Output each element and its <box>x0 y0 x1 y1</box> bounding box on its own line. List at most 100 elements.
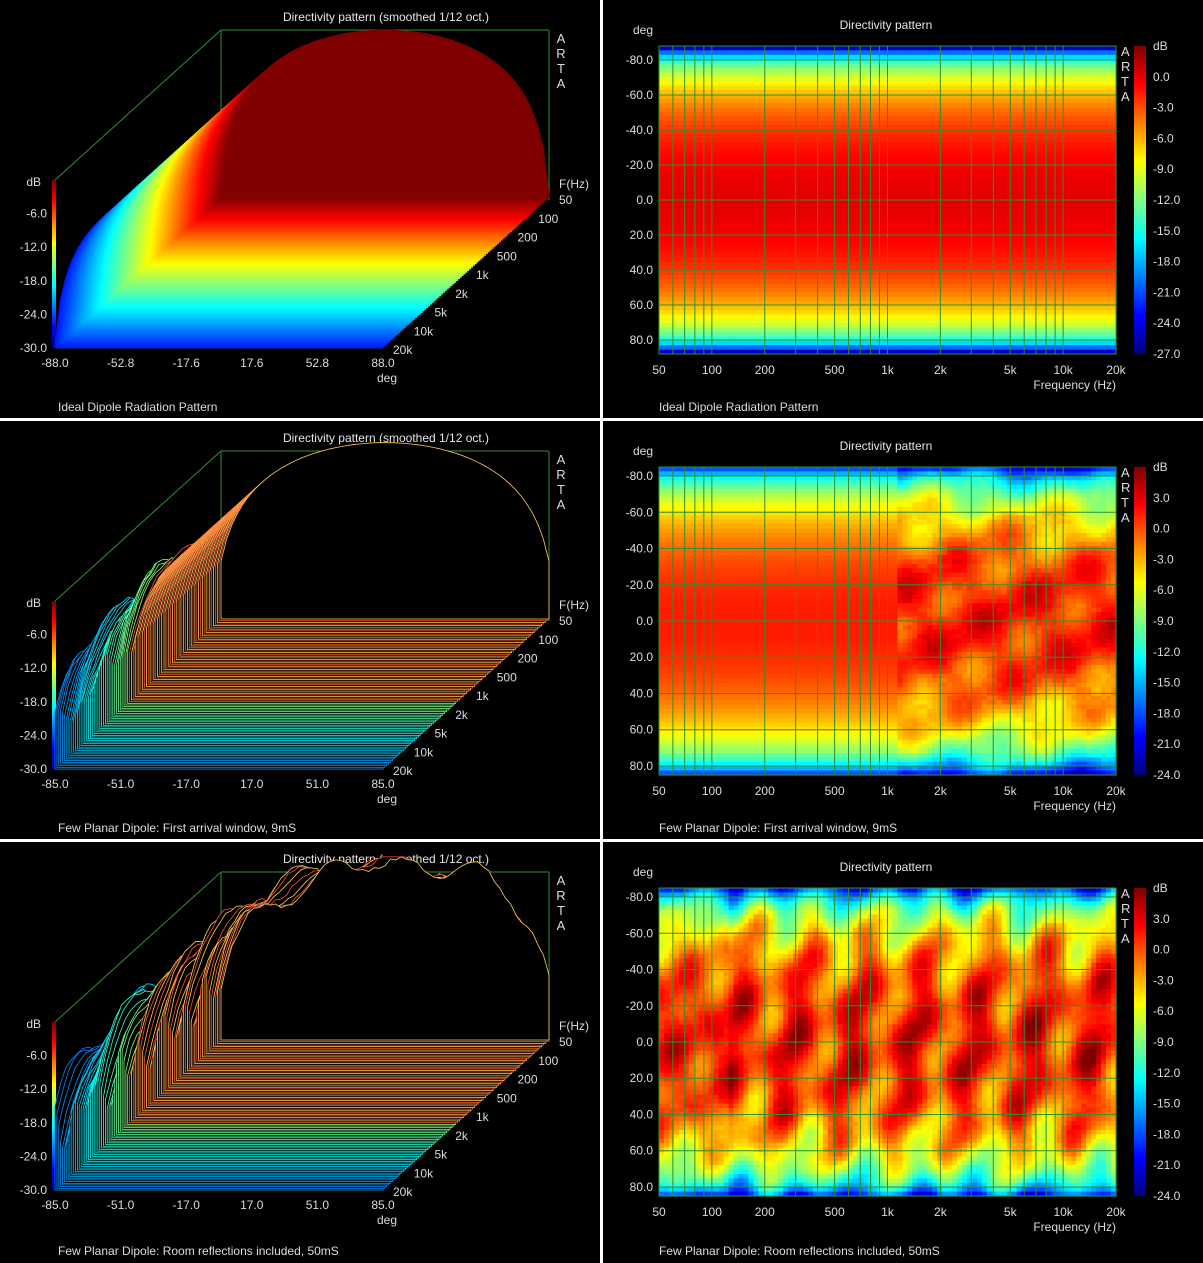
heatmap-cell <box>927 173 933 179</box>
heatmap-cell <box>1031 98 1038 104</box>
heatmap-cell <box>783 120 789 126</box>
heatmap-cell <box>991 235 998 241</box>
heatmap-cell <box>1071 156 1077 161</box>
heatmap-cell <box>817 112 824 117</box>
heatmap-cell <box>783 191 789 197</box>
heatmap-cell <box>882 239 889 245</box>
heatmap-cell <box>996 213 1003 219</box>
heatmap-cell <box>927 226 933 232</box>
heatmap-cell <box>822 46 829 51</box>
heatmap-cell <box>892 59 899 65</box>
heatmap-cell <box>907 90 913 95</box>
heatmap-cell <box>942 50 948 56</box>
heatmap-cell <box>1016 76 1023 82</box>
heatmap-cell <box>991 156 998 161</box>
heatmap-cell <box>733 213 740 219</box>
heatmap-cell <box>1086 138 1092 144</box>
heatmap-cell <box>1101 107 1107 113</box>
heatmap-cell <box>1041 138 1048 144</box>
heatmap-cell <box>1026 274 1033 280</box>
heatmap-cell <box>1066 270 1072 276</box>
heatmap-cell <box>798 208 804 214</box>
y-tick-label: -6.0 <box>26 207 47 221</box>
heatmap-cell <box>957 257 963 263</box>
heatmap-cell <box>827 164 834 170</box>
heatmap-cell <box>688 200 695 205</box>
heatmap-cell <box>966 85 973 91</box>
heatmap-cell <box>1031 134 1038 139</box>
heatmap-cell <box>832 235 839 241</box>
heatmap-cell <box>1016 178 1023 183</box>
heatmap-cell <box>812 252 819 258</box>
heatmap-cell <box>947 129 953 135</box>
heatmap-cell <box>1006 226 1013 232</box>
heatmap-cell <box>1076 257 1082 263</box>
heatmap-cell <box>817 261 824 267</box>
heatmap-cell <box>1006 134 1013 139</box>
heatmap-cell <box>678 173 685 179</box>
heatmap-cell <box>981 191 988 197</box>
heatmap-cell <box>723 244 730 249</box>
heatmap-cell <box>947 164 953 170</box>
heatmap-cell <box>991 94 998 100</box>
heatmap-cell <box>902 182 908 188</box>
heatmap-cell <box>887 46 894 51</box>
heatmap-cell <box>688 147 695 153</box>
heatmap-cell <box>713 204 720 210</box>
heatmap-cell <box>1061 222 1067 227</box>
heatmap-cell <box>1006 151 1013 157</box>
heatmap-cell <box>678 50 685 56</box>
heatmap-cell <box>1046 129 1053 135</box>
heatmap-cell <box>817 244 824 249</box>
heatmap-cell <box>991 129 998 135</box>
heatmap-cell <box>663 81 670 87</box>
heatmap-cell <box>693 50 700 56</box>
heatmap-cell <box>808 76 814 82</box>
heatmap-cell <box>1036 160 1043 166</box>
heatmap-cell <box>996 50 1003 56</box>
heatmap-cell <box>683 178 690 183</box>
heatmap-cell <box>698 230 705 236</box>
heatmap-cell <box>748 98 754 104</box>
heatmap-cell <box>1076 138 1082 144</box>
heatmap-cell <box>1091 54 1097 60</box>
heatmap-cell <box>927 252 933 258</box>
heatmap-cell <box>738 182 745 188</box>
heatmap-cell <box>907 151 913 157</box>
heatmap-cell <box>812 98 819 104</box>
heatmap-cell <box>832 230 839 236</box>
heatmap-cell <box>1046 72 1053 78</box>
heatmap-cell <box>783 230 789 236</box>
x-tick-label: 52.8 <box>306 356 330 370</box>
heatmap-cell <box>778 186 784 192</box>
heatmap-cell <box>738 125 745 131</box>
heatmap-cell <box>1061 244 1067 249</box>
heatmap-cell <box>678 164 685 170</box>
heatmap-cell <box>812 68 819 73</box>
heatmap-cell <box>957 226 963 232</box>
heatmap-cell <box>688 173 695 179</box>
heatmap-cell <box>1091 252 1097 258</box>
heatmap-cell <box>842 142 849 148</box>
heatmap-cell <box>847 160 854 166</box>
heatmap-cell <box>788 94 794 100</box>
heatmap-cell <box>971 235 978 241</box>
heatmap-cell <box>668 134 675 139</box>
heatmap-cell <box>827 226 834 232</box>
heatmap-cell <box>738 191 745 197</box>
heatmap-cell <box>1061 116 1067 122</box>
heatmap-cell <box>703 147 710 153</box>
heatmap-cell <box>788 72 794 78</box>
heatmap-cell <box>683 244 690 249</box>
heatmap-cell <box>778 81 784 87</box>
heatmap-cell <box>798 68 804 73</box>
heatmap-cell <box>837 98 844 104</box>
heatmap-cell <box>728 235 735 241</box>
heatmap-cell <box>952 186 958 192</box>
heatmap-cell <box>862 270 869 276</box>
heatmap-cell <box>976 50 983 56</box>
heatmap-cell <box>728 90 735 95</box>
heatmap-cell <box>957 160 963 166</box>
heatmap-cell <box>1011 125 1018 131</box>
heatmap-cell <box>693 217 700 223</box>
